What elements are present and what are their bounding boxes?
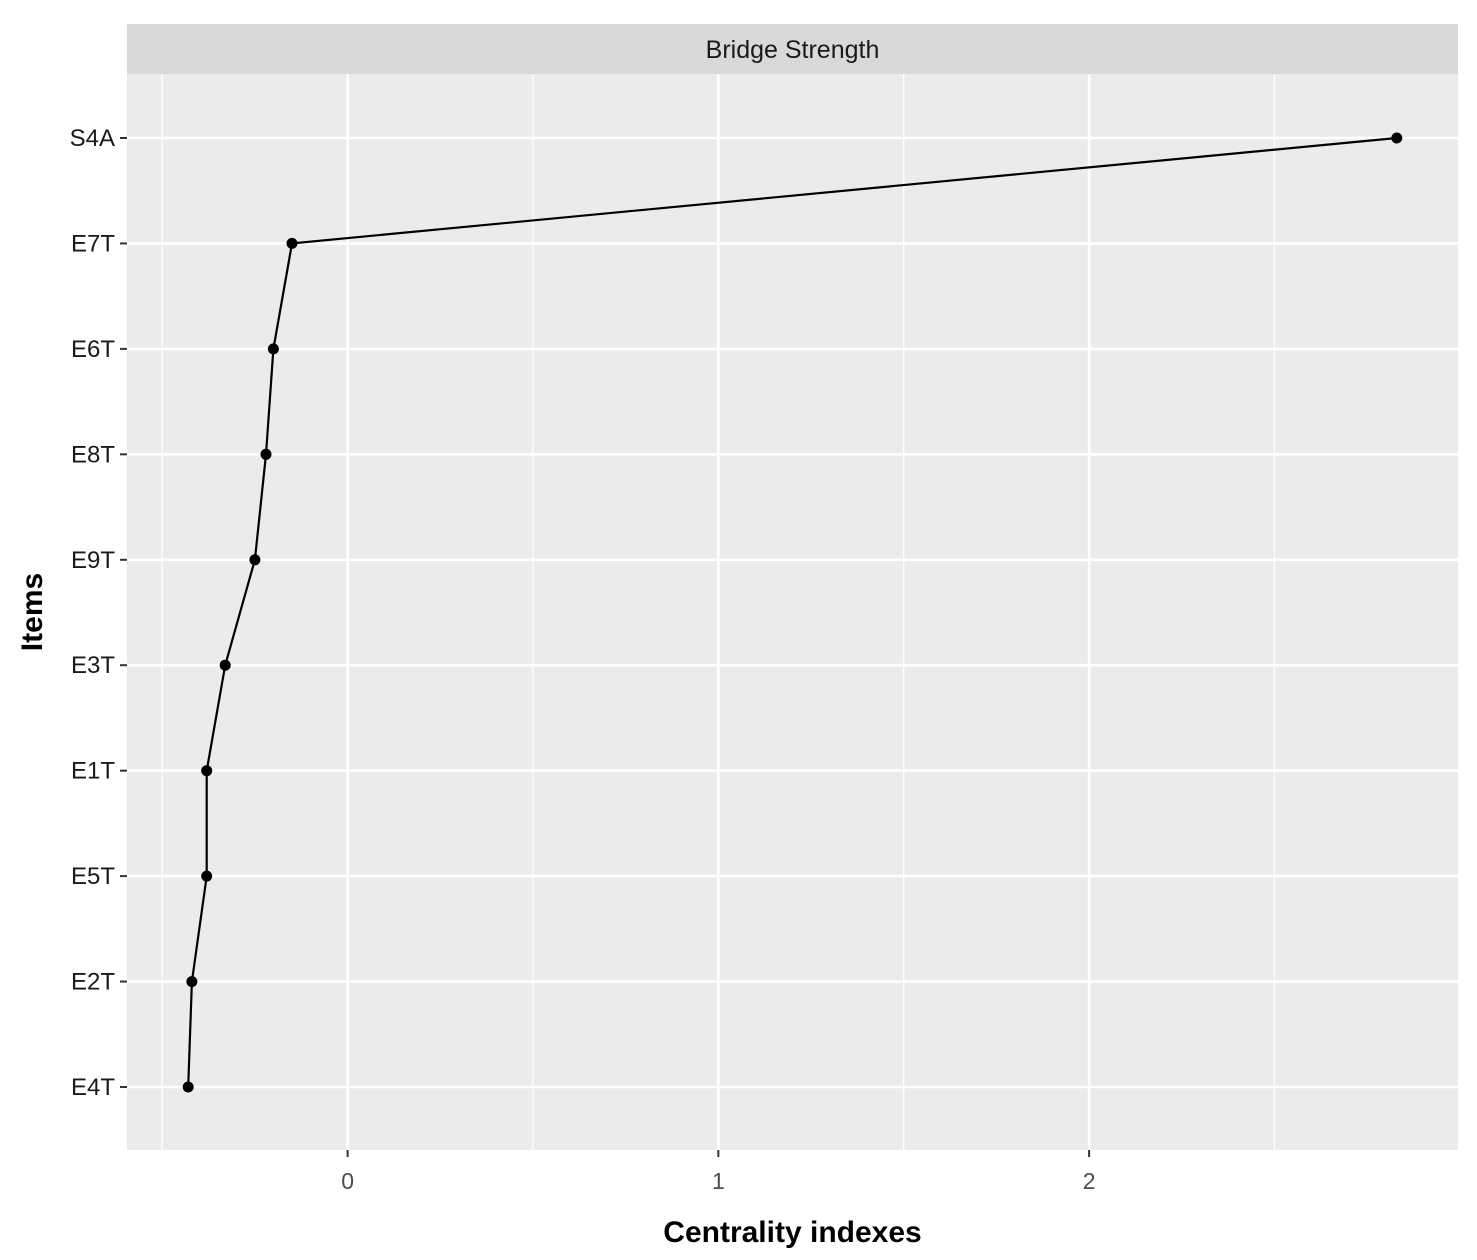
data-point (201, 765, 213, 777)
grid-lines (127, 74, 1458, 1150)
series-line (187, 136, 1397, 1088)
y-tick-label: E1T (71, 758, 115, 785)
y-tick-label: E8T (71, 441, 115, 468)
y-tick-label: E6T (71, 336, 115, 363)
data-point (201, 870, 213, 882)
y-tick-label: E4T (71, 1074, 115, 1101)
y-tick-label: S4A (70, 125, 115, 152)
data-point (260, 448, 272, 460)
panel-background (127, 74, 1458, 1150)
data-series (182, 132, 1403, 1093)
data-point (219, 659, 231, 671)
data-point (249, 554, 261, 566)
axis-ticks (120, 137, 1091, 1157)
facet-strip-label: Bridge Strength (706, 36, 880, 64)
x-tick-label: 0 (341, 1168, 354, 1194)
x-axis-title: Centrality indexes (663, 1216, 921, 1249)
y-tick-label: E2T (71, 969, 115, 996)
data-point (186, 976, 198, 988)
data-point (267, 343, 279, 355)
x-tick-label: 2 (1083, 1168, 1096, 1194)
y-tick-label: E5T (71, 863, 115, 890)
facet-strip (127, 24, 1458, 74)
data-point (1391, 132, 1403, 144)
y-tick-label: E9T (71, 547, 115, 574)
x-tick-label: 1 (712, 1168, 725, 1194)
y-axis-title: Items (16, 573, 49, 651)
y-tick-label: E3T (71, 652, 115, 679)
data-point (286, 237, 298, 249)
data-point (182, 1081, 194, 1093)
tick-labels: E4T E2T E5T E1T E3T E9T E8T E6T E7T S4A 0 1 2 (70, 125, 1096, 1194)
y-tick-label: E7T (71, 230, 115, 257)
